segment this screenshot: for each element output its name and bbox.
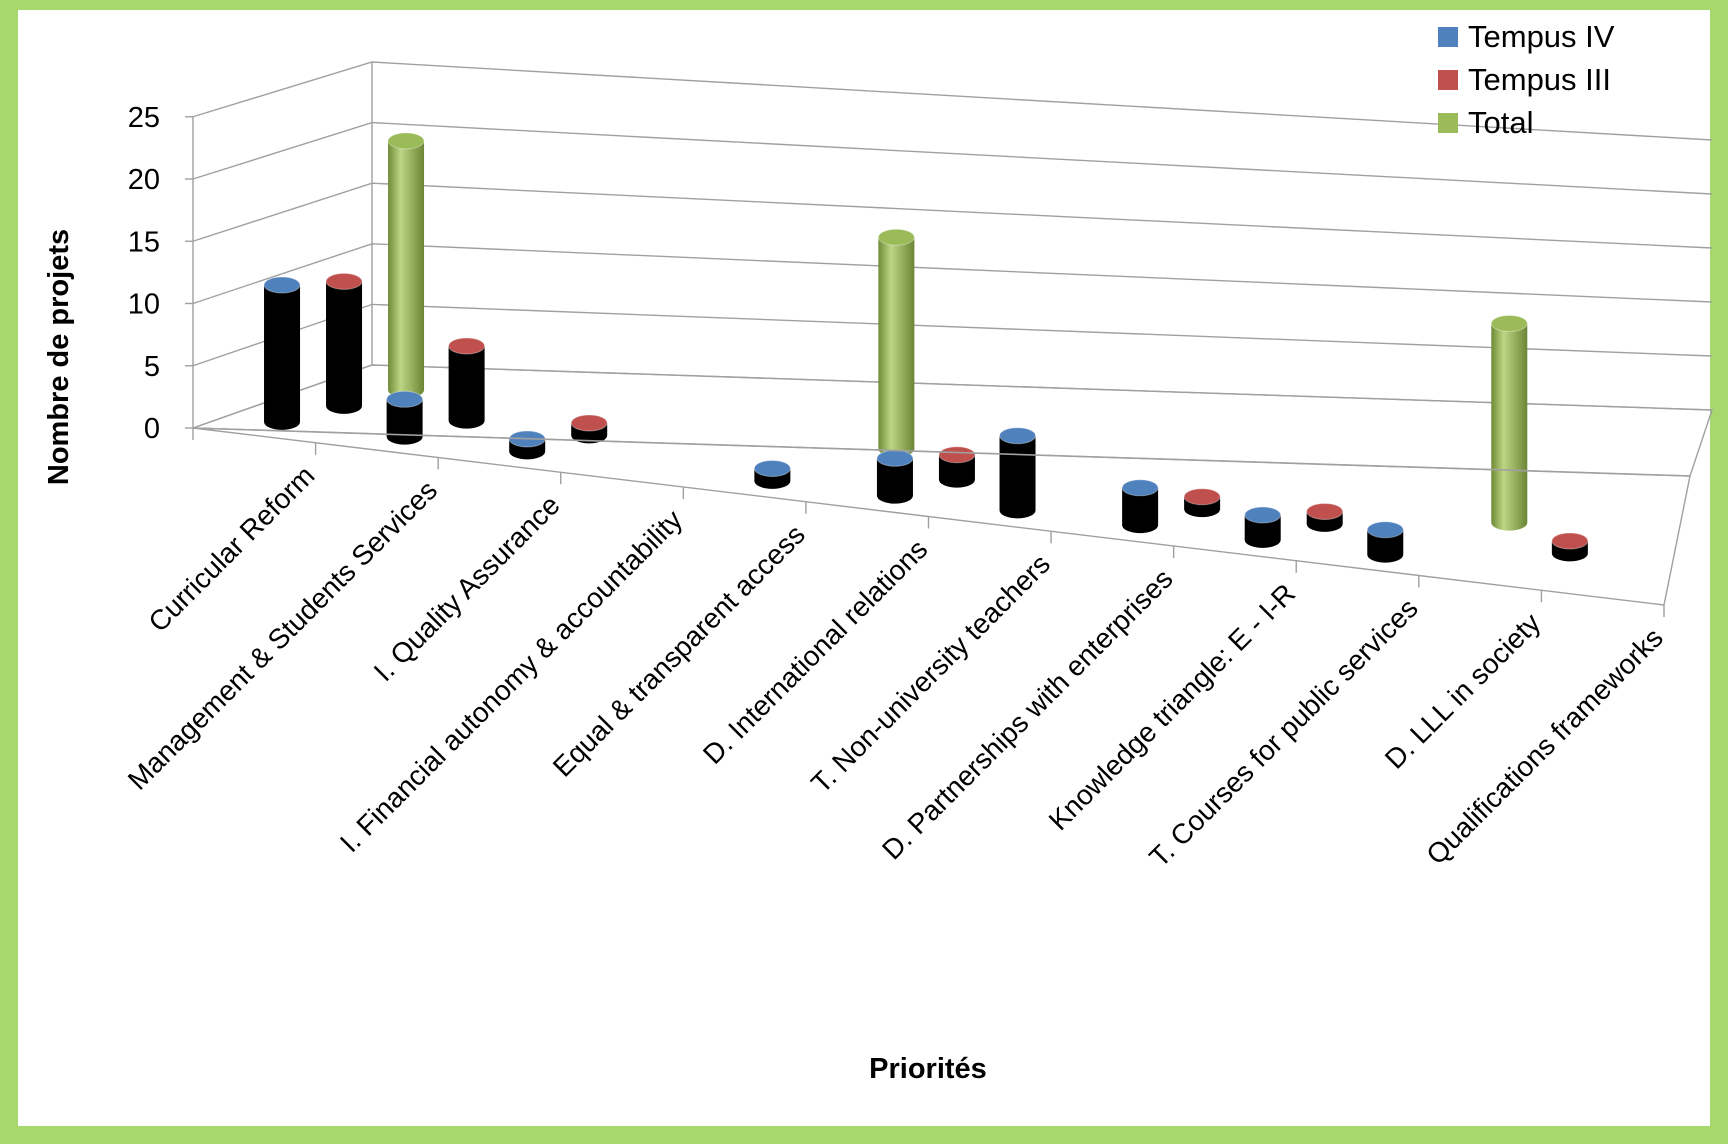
legend-swatch xyxy=(1438,70,1458,90)
bar-top xyxy=(1183,488,1221,506)
bar-body xyxy=(386,399,423,445)
y-tick-label: 15 xyxy=(128,226,160,258)
y-tick-label: 5 xyxy=(144,351,160,383)
x-axis-front xyxy=(192,427,1665,606)
bar-body xyxy=(1244,515,1281,548)
y-tick-label: 0 xyxy=(144,413,160,445)
y-tick-label: 10 xyxy=(128,289,160,321)
bar-body xyxy=(878,237,915,457)
category-label: Management & Students Services xyxy=(122,474,443,795)
bar-tempus-iv xyxy=(1366,521,1404,563)
bar-total xyxy=(387,132,425,398)
bar-top xyxy=(386,390,424,408)
x-axis-line xyxy=(192,427,1691,477)
bar-tempus-iii xyxy=(938,446,976,488)
y-tick-label: 20 xyxy=(128,164,160,196)
bar-body xyxy=(999,435,1036,519)
y-tick-label: 25 xyxy=(128,102,160,134)
bar-top xyxy=(387,132,425,150)
bar-tempus-iii xyxy=(1183,488,1221,518)
bar-tempus-iv xyxy=(1121,479,1159,534)
bar-top xyxy=(877,228,915,246)
category-label: D. Partnerships with enterprises xyxy=(876,563,1179,866)
bar-tempus-iii xyxy=(448,337,486,429)
category-label: D. International relations xyxy=(697,533,934,770)
legend-item: Total xyxy=(1438,105,1533,140)
bar-top xyxy=(325,272,363,290)
bar-top xyxy=(876,449,914,467)
bar-top xyxy=(1244,506,1282,524)
bar-body xyxy=(1367,529,1404,563)
bar-total xyxy=(877,228,915,457)
legend-label: Tempus III xyxy=(1468,62,1611,97)
bar-top xyxy=(938,446,976,464)
y-axis-title: Nombre de projets xyxy=(43,229,75,485)
bar-tempus-iii xyxy=(325,272,363,414)
bar-body xyxy=(876,458,913,504)
bar-total xyxy=(1490,314,1528,531)
bar-top xyxy=(999,427,1037,445)
bar-body xyxy=(448,345,485,429)
bar-tempus-iv xyxy=(263,276,301,430)
bar-top xyxy=(1551,532,1589,550)
bar-tempus-iii xyxy=(1306,502,1344,532)
legend-swatch xyxy=(1438,27,1458,47)
bar-body xyxy=(1122,487,1159,534)
category-label: Qualifications frameworks xyxy=(1420,622,1669,871)
bar-tempus-iv xyxy=(508,430,546,460)
bar-tempus-iv xyxy=(753,459,791,489)
floor-right-edge xyxy=(1663,475,1691,606)
bar-top xyxy=(1121,479,1159,497)
bar-body xyxy=(388,140,425,398)
legend-item: Tempus III xyxy=(1438,62,1611,97)
bar-tempus-iv xyxy=(386,390,424,445)
bar-top xyxy=(1490,314,1528,332)
category-label: T. Non-university teachers xyxy=(805,548,1056,799)
legend-label: Total xyxy=(1468,105,1533,140)
bar-top xyxy=(1366,521,1404,539)
bar-tempus-iii xyxy=(570,414,608,444)
bar-top xyxy=(448,337,486,355)
bar-tempus-iv xyxy=(999,427,1037,519)
legend-swatch xyxy=(1438,113,1458,133)
category-label: T. Courses for public services xyxy=(1143,592,1424,873)
bar-top xyxy=(1306,502,1344,520)
bar-top xyxy=(570,414,608,432)
bar-top xyxy=(753,459,791,477)
bar-tempus-iv xyxy=(1244,506,1282,548)
legend-label: Tempus IV xyxy=(1468,19,1615,54)
bar-body xyxy=(264,284,301,430)
bar-body xyxy=(938,454,975,488)
category-label: Equal & transparent access xyxy=(547,519,811,783)
bar-body xyxy=(326,281,363,414)
bar-body xyxy=(1491,323,1528,531)
x-axis-title: Priorités xyxy=(869,1053,987,1085)
bar-tempus-iii xyxy=(1551,532,1589,562)
bar-top xyxy=(263,276,301,294)
category-label: Knowledge triangle: E - I-R xyxy=(1043,578,1302,837)
bar-tempus-iv xyxy=(876,449,914,504)
legend-item: Tempus IV xyxy=(1438,19,1615,54)
